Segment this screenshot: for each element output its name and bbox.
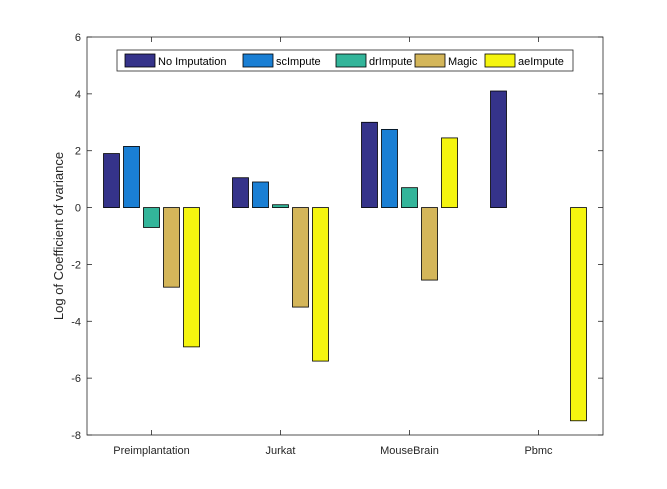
- legend-swatch-no-imputation: [124, 53, 156, 68]
- bar-no-imputation-pbmc: [490, 90, 507, 208]
- legend-label-no-imputation: No Imputation: [158, 56, 226, 68]
- bar-scimpute-jurkat: [252, 181, 269, 208]
- bar-scimpute-mousebrain: [381, 128, 398, 208]
- x-tick-label-pbmc: Pbmc: [524, 445, 553, 457]
- x-tick-label-mousebrain: MouseBrain: [380, 445, 439, 457]
- axes-group: [86, 36, 604, 436]
- y-tick-label: 6: [75, 32, 81, 44]
- y-tick-label: 4: [75, 89, 81, 101]
- legend-swatch-magic: [414, 53, 446, 68]
- y-tick-label: -8: [71, 430, 81, 442]
- legend-swatch-scimpute: [242, 53, 274, 68]
- legend-swatch-aeimpute: [484, 53, 516, 68]
- y-tick-label: -6: [71, 373, 81, 385]
- bar-no-imputation-preimplantation: [103, 153, 120, 208]
- y-axis-label: Log of Coefficient of variance: [51, 152, 66, 320]
- axes-box: [86, 36, 604, 436]
- legend-label-scimpute: scImpute: [276, 56, 321, 68]
- bars-group: [103, 90, 587, 422]
- x-tick-label-jurkat: Jurkat: [266, 445, 296, 457]
- bar-magic-jurkat: [292, 207, 309, 308]
- bar-aeimpute-preimplantation: [183, 207, 200, 348]
- bar-drimpute-preimplantation: [143, 207, 160, 228]
- bar-aeimpute-pbmc: [570, 207, 587, 422]
- legend: No Imputation scImpute drImpute Magic aeImpu…: [116, 49, 574, 72]
- bar-aeimpute-mousebrain: [441, 137, 458, 208]
- legend-swatch-drimpute: [335, 53, 367, 68]
- y-tick-label: 0: [75, 203, 81, 215]
- bar-drimpute-jurkat: [272, 204, 289, 208]
- bar-scimpute-preimplantation: [123, 146, 140, 208]
- y-tick-label: -2: [71, 259, 81, 271]
- legend-label-aeimpute: aeImpute: [518, 56, 564, 68]
- bar-magic-preimplantation: [163, 207, 180, 288]
- bar-drimpute-mousebrain: [401, 187, 418, 208]
- y-tick-label: 2: [75, 146, 81, 158]
- legend-label-magic: Magic: [448, 56, 478, 68]
- legend-label-drimpute: drImpute: [369, 56, 412, 68]
- x-ticks-group: Preimplantation Jurkat MouseBrain Pbmc: [113, 37, 553, 457]
- bar-no-imputation-mousebrain: [361, 121, 378, 208]
- x-tick-label-preimplantation: Preimplantation: [113, 445, 189, 457]
- y-ticks-group: -8 -6 -4 -2 0 2 4 6: [71, 32, 603, 442]
- y-tick-label: -4: [71, 316, 81, 328]
- bar-no-imputation-jurkat: [232, 177, 249, 208]
- bar-aeimpute-jurkat: [312, 207, 329, 362]
- bar-magic-mousebrain: [421, 207, 438, 281]
